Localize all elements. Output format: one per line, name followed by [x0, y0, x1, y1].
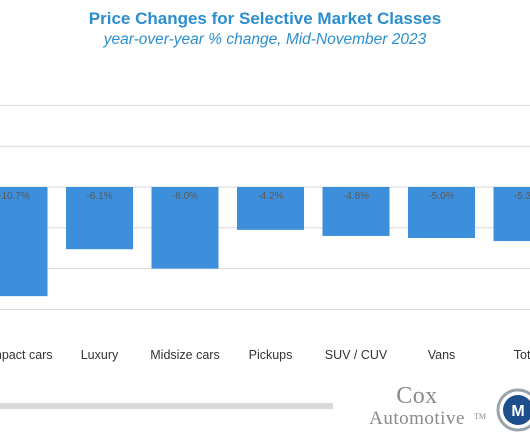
bar-suv-cuv — [322, 187, 390, 236]
bar-luxury — [66, 187, 133, 250]
footer-bar — [0, 403, 333, 409]
data-label: -8.0% — [172, 191, 198, 202]
data-label: -6.1% — [86, 191, 112, 202]
category-label: Total — [514, 348, 530, 362]
category-label: Midsize cars — [150, 348, 219, 362]
brand-trademark: TM — [474, 412, 486, 421]
bar-pickups — [237, 187, 304, 230]
data-label: -4.8% — [343, 191, 369, 202]
cox-automotive-logo: Cox Automotive TM — [352, 383, 486, 430]
logo-letter: M — [511, 403, 524, 420]
bar-compact-cars — [0, 187, 48, 297]
brand-line-2: Automotive — [369, 408, 465, 429]
chart-title-block: Price Changes for Selective Market Class… — [0, 8, 530, 50]
category-label: Pickups — [249, 348, 293, 362]
data-label: -10.7% — [0, 191, 30, 202]
chart-title: Price Changes for Selective Market Class… — [88, 9, 442, 28]
bar-vans — [408, 187, 475, 238]
data-label: -5.3% — [514, 191, 530, 202]
manheim-logo-icon: M — [496, 388, 530, 432]
data-label: -4.2% — [257, 191, 283, 202]
bar-total — [493, 187, 530, 242]
brand-line-1: Cox — [396, 383, 438, 409]
category-label: Compact cars — [0, 348, 53, 362]
category-label: Vans — [428, 348, 456, 362]
category-label: SUV / CUV — [325, 348, 388, 362]
bar-midsize-cars — [151, 187, 219, 269]
category-label: Luxury — [81, 348, 119, 362]
data-label: -5.0% — [428, 191, 454, 202]
chart-subtitle: year-over-year % change, Mid-November 20… — [103, 31, 427, 48]
